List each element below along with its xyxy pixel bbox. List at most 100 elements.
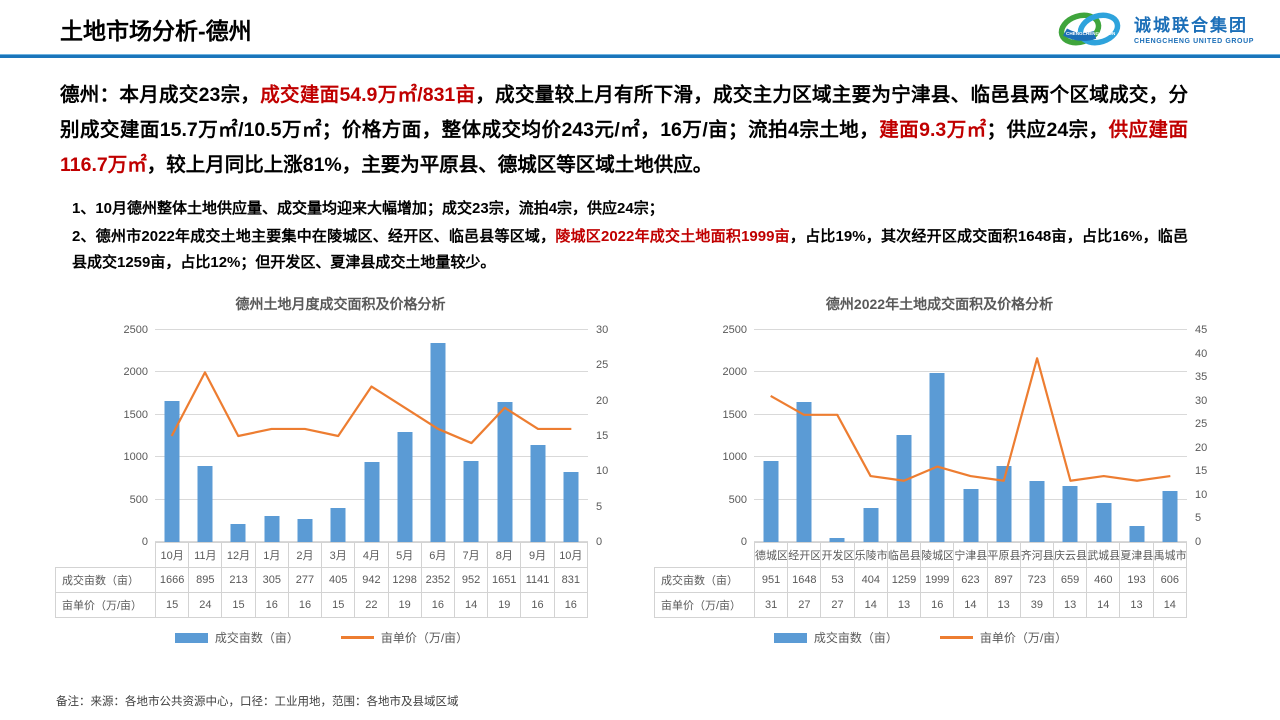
category-header-cell: 临邑县 bbox=[886, 542, 922, 568]
category-header-cell: 12月 bbox=[221, 542, 256, 568]
value-cell: 193 bbox=[1119, 567, 1154, 593]
chart-title: 德州2022年土地成交面积及价格分析 bbox=[825, 296, 1054, 312]
left-axis-tick: 0 bbox=[740, 536, 747, 548]
chart-title: 德州土地月度成交面积及价格分析 bbox=[235, 296, 446, 312]
bar bbox=[230, 523, 246, 542]
bar-slot bbox=[754, 330, 787, 542]
bar-slot bbox=[1021, 330, 1054, 542]
bar bbox=[1062, 486, 1078, 542]
value-cell: 952 bbox=[453, 567, 489, 593]
legend-item: 成交亩数（亩） bbox=[773, 629, 898, 646]
left-axis-tick: 1500 bbox=[123, 408, 148, 421]
svg-text:CHENGCHENG UNION: CHENGCHENG UNION bbox=[1066, 31, 1116, 36]
table-corner-cell bbox=[55, 542, 156, 568]
value-cell: 659 bbox=[1052, 567, 1088, 593]
bar bbox=[264, 516, 280, 542]
right-axis-tick: 25 bbox=[596, 359, 609, 372]
table-row: 亩单价（万/亩） 31 27 27 14 13 16 14 13 39 13 14 13 14 bbox=[654, 592, 1188, 618]
bullet-list: 1、10月德州整体土地供应量、成交量均迎来大幅增加；成交23宗，流拍4宗，供应2… bbox=[72, 196, 1188, 278]
bar bbox=[996, 465, 1012, 542]
bar-slot bbox=[355, 330, 388, 542]
left-axis-tick: 500 bbox=[728, 493, 747, 506]
right-axis-tick: 30 bbox=[1195, 394, 1208, 407]
highlighted-text: 供应建面116.7万㎡ bbox=[60, 119, 1188, 176]
bar bbox=[297, 518, 313, 542]
bar bbox=[896, 435, 912, 542]
text-segment: 2、德州市2022年成交土地主要集中在陵城区、经开区、临邑县等区域， bbox=[72, 227, 556, 245]
bar-slot bbox=[422, 330, 455, 542]
highlighted-text: 成交建面54.9万㎡/831亩 bbox=[260, 84, 476, 106]
bar-slot bbox=[854, 330, 887, 542]
right-axis-tick: 15 bbox=[1195, 465, 1208, 478]
bar-slot bbox=[1087, 330, 1120, 542]
header-divider bbox=[0, 54, 1280, 58]
gridline bbox=[155, 456, 588, 458]
bar bbox=[1029, 480, 1045, 542]
legend-label: 亩单价（万/亩） bbox=[380, 631, 469, 645]
value-cell: 277 bbox=[287, 567, 323, 593]
category-header-cell: 乐陵市 bbox=[853, 542, 888, 568]
row-label-cell: 亩单价（万/亩） bbox=[55, 592, 156, 618]
right-axis-tick: 30 bbox=[596, 324, 609, 336]
value-cell: 27 bbox=[787, 592, 822, 618]
logo-en-name: CHENGCHENG UNITED GROUP bbox=[1134, 38, 1254, 45]
bar-series bbox=[754, 330, 1187, 542]
value-cell: 16 bbox=[254, 592, 289, 618]
bar-slot bbox=[821, 330, 854, 542]
value-cell: 405 bbox=[321, 567, 356, 593]
bar bbox=[197, 466, 213, 542]
logo-text: 诚城联合集团 CHENGCHENG UNITED GROUP bbox=[1134, 17, 1254, 45]
bar-slot bbox=[388, 330, 421, 542]
table-header-row: 10月 11月 12月 1月 2月 3月 4月 5月 6月 7月 8月 9月 10月 bbox=[55, 542, 589, 568]
category-header-cell: 11月 bbox=[188, 542, 223, 568]
value-cell: 1666 bbox=[154, 567, 190, 593]
gridline bbox=[754, 371, 1187, 373]
value-cell: 213 bbox=[221, 567, 256, 593]
bar-slot bbox=[255, 330, 288, 542]
text-segment: ，较上月同比上涨81%，主要为平原县、德城区等区域土地供应。 bbox=[146, 154, 713, 176]
value-cell: 404 bbox=[853, 567, 888, 593]
right-axis-tick: 0 bbox=[596, 536, 603, 548]
charts-row: 德州土地月度成交面积及价格分析 0 500 1000 1500 2000 2500 0 5 10 1… bbox=[55, 294, 1225, 646]
row-label-cell: 成交亩数（亩） bbox=[55, 567, 156, 593]
legend-label: 成交亩数（亩） bbox=[813, 631, 898, 645]
gridline bbox=[754, 329, 1187, 330]
category-header-cell: 5月 bbox=[387, 542, 422, 568]
category-header-cell: 9月 bbox=[520, 542, 555, 568]
right-axis-tick: 5 bbox=[596, 500, 603, 513]
gridline bbox=[155, 329, 588, 330]
left-axis-tick: 2500 bbox=[722, 324, 747, 336]
table-header-row: 德城区 经开区 开发区 乐陵市 临邑县 陵城区 宁津县 平原县 齐河县 庆云县 武城县 夏津县 禹城市 bbox=[654, 542, 1188, 568]
value-cell: 16 bbox=[420, 592, 455, 618]
chart-data-table: 10月 11月 12月 1月 2月 3月 4月 5月 6月 7月 8月 9月 10月 成交亩数（亩） 166… bbox=[55, 542, 589, 618]
gridline bbox=[754, 456, 1187, 458]
bar-slot bbox=[521, 330, 554, 542]
table-row: 成交亩数（亩） 1666 895 213 305 277 405 942 1298 2352 952… bbox=[55, 567, 589, 593]
bar-slot bbox=[322, 330, 355, 542]
bar bbox=[929, 372, 945, 542]
value-cell: 22 bbox=[354, 592, 389, 618]
category-header-cell: 开发区 bbox=[820, 542, 855, 568]
highlighted-text: 建面9.3万㎡ bbox=[879, 119, 987, 141]
bar bbox=[330, 507, 346, 542]
right-axis-tick: 20 bbox=[596, 394, 609, 407]
right-axis-tick: 20 bbox=[1195, 441, 1208, 454]
value-cell: 14 bbox=[453, 592, 489, 618]
bar bbox=[397, 431, 413, 542]
value-cell: 1298 bbox=[387, 567, 422, 593]
bullet-item: 1、10月德州整体土地供应量、成交量均迎来大幅增加；成交23宗，流拍4宗，供应2… bbox=[72, 196, 1188, 223]
bar-slot bbox=[887, 330, 920, 542]
value-cell: 15 bbox=[221, 592, 256, 618]
category-header-cell: 禹城市 bbox=[1152, 542, 1188, 568]
summary-paragraph: 德州：本月成交23宗，成交建面54.9万㎡/831亩，成交量较上月有所下滑，成交… bbox=[60, 78, 1188, 183]
value-cell: 14 bbox=[853, 592, 888, 618]
value-cell: 16 bbox=[287, 592, 323, 618]
value-cell: 14 bbox=[953, 592, 988, 618]
value-cell: 897 bbox=[986, 567, 1021, 593]
category-header-cell: 6月 bbox=[420, 542, 455, 568]
gridline bbox=[155, 413, 588, 415]
left-axis-tick: 1000 bbox=[123, 451, 148, 464]
value-cell: 27 bbox=[820, 592, 855, 618]
bar-series bbox=[155, 330, 588, 542]
chart-plot-area: 0 500 1000 1500 2000 2500 0 5 10 15 20 25 30 35 40 45 bbox=[723, 324, 1208, 548]
